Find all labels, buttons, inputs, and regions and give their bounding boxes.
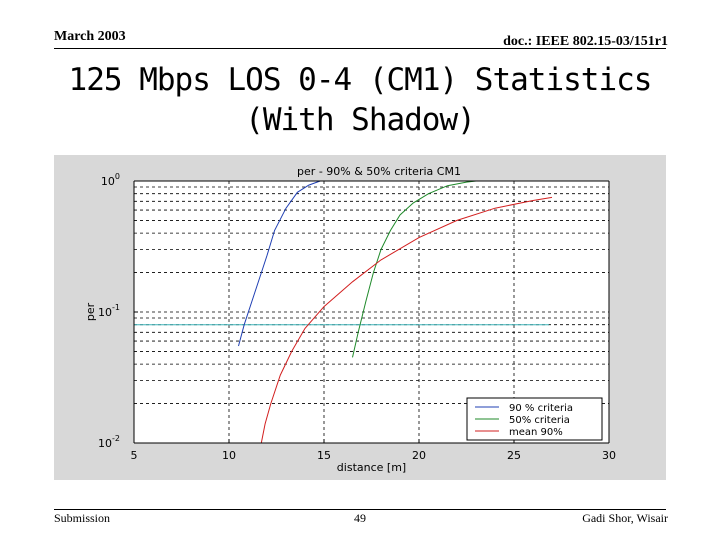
legend-label-3: mean 90% xyxy=(509,427,563,438)
series-line-2 xyxy=(352,180,477,358)
footer-author: Gadi Shor, Wisair xyxy=(582,511,668,525)
slide-title: 125 Mbps LOS 0-4 (CM1) Statistics (With … xyxy=(0,60,720,140)
slide-title-line-2: (With Shadow) xyxy=(245,102,476,138)
series-line-3 xyxy=(260,196,553,444)
x-tick-label: 5 xyxy=(131,449,138,462)
footer-page-number: 49 xyxy=(354,511,366,525)
slide-title-line-1: 125 Mbps LOS 0-4 (CM1) Statistics xyxy=(68,62,653,98)
x-axis-label: distance [m] xyxy=(337,461,406,474)
slide-header-doc-id: doc.: IEEE 802.15-03/151r1 xyxy=(503,34,668,49)
footer-rule xyxy=(54,509,666,510)
legend-label-2: 50% criteria xyxy=(509,415,570,426)
chart-title: per - 90% & 50% criteria CM1 xyxy=(297,165,461,178)
x-tick-label: 15 xyxy=(317,449,331,462)
footer-submission: Submission xyxy=(54,511,111,525)
legend-label-1: 90 % criteria xyxy=(509,403,573,414)
x-tick-label: 30 xyxy=(602,449,616,462)
x-tick-label: 25 xyxy=(507,449,521,462)
y-axis-label: per xyxy=(84,302,97,321)
header-rule xyxy=(54,48,666,49)
x-tick-label: 20 xyxy=(412,449,426,462)
chart-container: 5 10 15 20 25 30 100 10-1 10-2 distance [m] per per… xyxy=(54,155,666,480)
slide-header-date: March 2003 xyxy=(54,29,126,44)
series-line-1 xyxy=(238,180,321,347)
x-tick-label: 10 xyxy=(222,449,236,462)
